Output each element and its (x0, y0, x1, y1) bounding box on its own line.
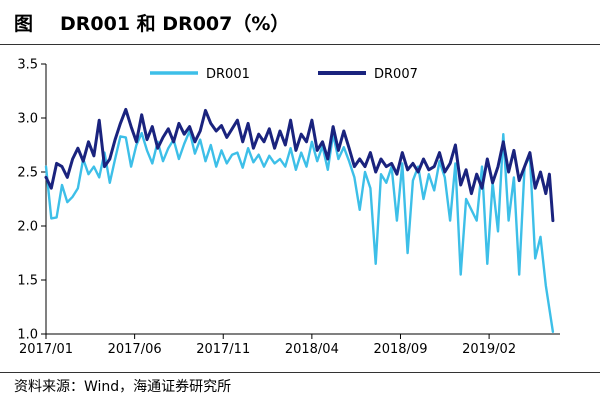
y-tick-label: 3.5 (17, 58, 38, 73)
x-tick-label: 2018/04 (285, 342, 339, 357)
source-note: 资料来源：Wind，海通证券研究所 (14, 379, 232, 395)
series-layer (44, 107, 555, 333)
series-line-dr001 (44, 129, 555, 333)
chart-title: DR001 和 DR007（%） (60, 13, 290, 35)
chart-axes: 1.0 1.5 2.0 2.5 3.0 3.5 2017/01 2017/06 2017/11 2… (17, 58, 560, 357)
y-tick-label: 3.0 (17, 112, 38, 127)
line-chart: 1.0 1.5 2.0 2.5 3.0 3.5 2017/01 2017/06 2017/11 2… (17, 58, 560, 357)
chart-legend: DR001 DR007 (150, 67, 418, 82)
y-tick-label: 1.5 (17, 274, 38, 289)
x-tick-label: 2018/09 (373, 342, 427, 357)
figure-header: 图 DR001 和 DR007（%） (0, 0, 600, 44)
y-tick-label: 2.0 (17, 220, 38, 235)
series-line-dr007 (44, 107, 555, 223)
legend-label-dr001: DR001 (206, 67, 250, 82)
y-tick-label: 1.0 (17, 328, 38, 343)
y-tick-label: 2.5 (17, 166, 38, 181)
x-tick-label: 2017/01 (19, 342, 73, 357)
legend-label-dr007: DR007 (374, 67, 418, 82)
x-tick-label: 2017/11 (196, 342, 250, 357)
footer-divider (0, 372, 600, 373)
figure-label: 图 (14, 13, 34, 35)
x-tick-label: 2019/02 (462, 342, 516, 357)
header-divider (0, 44, 600, 45)
x-tick-label: 2017/06 (108, 342, 162, 357)
